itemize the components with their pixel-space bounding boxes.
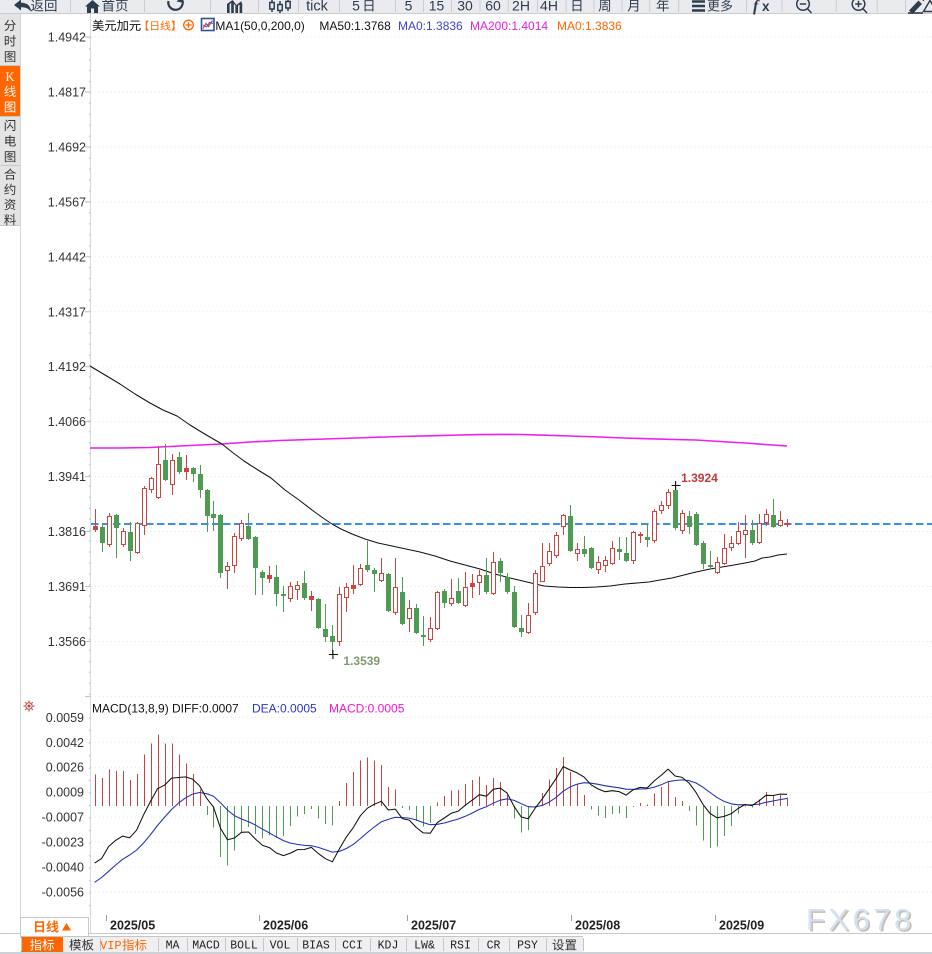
svg-text:2025/05: 2025/05: [110, 919, 155, 933]
svg-text:-0.0040: -0.0040: [42, 861, 84, 875]
svg-text:RSI: RSI: [450, 940, 471, 953]
svg-text:BOLL: BOLL: [230, 940, 258, 953]
svg-text:0.0009: 0.0009: [46, 786, 84, 800]
svg-text:MA50:1.3768: MA50:1.3768: [319, 19, 391, 33]
svg-text:VOL: VOL: [270, 940, 291, 953]
svg-text:30: 30: [457, 0, 473, 14]
svg-text:1.4066: 1.4066: [48, 415, 86, 429]
svg-text:DEA:0.0005: DEA:0.0005: [252, 702, 317, 716]
svg-text:MA0:1.3836: MA0:1.3836: [557, 19, 622, 33]
svg-text:1.4317: 1.4317: [48, 305, 86, 319]
svg-text:1.3941: 1.3941: [48, 470, 86, 484]
svg-text:CR: CR: [487, 940, 501, 953]
svg-text:MA200:1.4014: MA200:1.4014: [470, 19, 548, 33]
svg-text:0.0026: 0.0026: [46, 761, 84, 775]
svg-text:2025/06: 2025/06: [263, 919, 308, 933]
svg-text:x: x: [762, 0, 770, 14]
svg-text:f: f: [753, 0, 760, 15]
svg-text:2H: 2H: [512, 0, 530, 14]
svg-text:MACD(13,8,9): MACD(13,8,9): [92, 702, 169, 716]
svg-text:FX678: FX678: [806, 902, 915, 937]
svg-text:MA1(50,0,200,0): MA1(50,0,200,0): [215, 19, 304, 33]
svg-text:PSY: PSY: [517, 940, 538, 953]
svg-text:1.3691: 1.3691: [48, 580, 86, 594]
svg-text:5: 5: [352, 0, 360, 14]
svg-text:1.4192: 1.4192: [48, 360, 86, 374]
svg-text:K: K: [5, 70, 14, 84]
svg-text:2025/09: 2025/09: [719, 919, 764, 933]
svg-text:1.4567: 1.4567: [48, 195, 86, 209]
svg-text:1.4817: 1.4817: [48, 85, 86, 99]
svg-text:1.4942: 1.4942: [48, 31, 86, 45]
svg-text:-0.0056: -0.0056: [42, 885, 84, 899]
svg-text:tick: tick: [306, 0, 329, 15]
svg-text:15: 15: [429, 0, 445, 14]
svg-text:MACD: MACD: [192, 940, 220, 953]
svg-text:MACD:0.0005: MACD:0.0005: [329, 702, 405, 716]
svg-text:KDJ: KDJ: [378, 940, 399, 953]
svg-text:BIAS: BIAS: [302, 940, 330, 953]
svg-text:4H: 4H: [540, 0, 558, 14]
svg-text:LW&: LW&: [414, 940, 435, 953]
svg-text:MA0:1.3836: MA0:1.3836: [398, 19, 463, 33]
svg-text:VIP: VIP: [100, 939, 122, 953]
svg-text:1.3816: 1.3816: [48, 525, 86, 539]
svg-text:1.3566: 1.3566: [48, 635, 86, 649]
svg-text:-0.0007: -0.0007: [42, 811, 84, 825]
svg-text:5: 5: [405, 0, 413, 14]
svg-text:0.0059: 0.0059: [46, 711, 84, 725]
svg-text:2025/07: 2025/07: [411, 919, 456, 933]
svg-text:CCI: CCI: [342, 940, 363, 953]
svg-text:1.4692: 1.4692: [48, 140, 86, 154]
svg-text:1.4442: 1.4442: [48, 250, 86, 264]
svg-text:60: 60: [485, 0, 501, 14]
svg-text:0.0042: 0.0042: [46, 736, 84, 750]
svg-text:1.3539: 1.3539: [343, 654, 380, 668]
svg-text:MA: MA: [166, 940, 180, 953]
svg-text:2025/08: 2025/08: [575, 919, 620, 933]
svg-text:-0.0023: -0.0023: [42, 836, 84, 850]
svg-text:DIFF:0.0007: DIFF:0.0007: [172, 702, 239, 716]
svg-text:1.3924: 1.3924: [681, 471, 718, 485]
svg-text:FX678: FX678: [808, 904, 917, 939]
